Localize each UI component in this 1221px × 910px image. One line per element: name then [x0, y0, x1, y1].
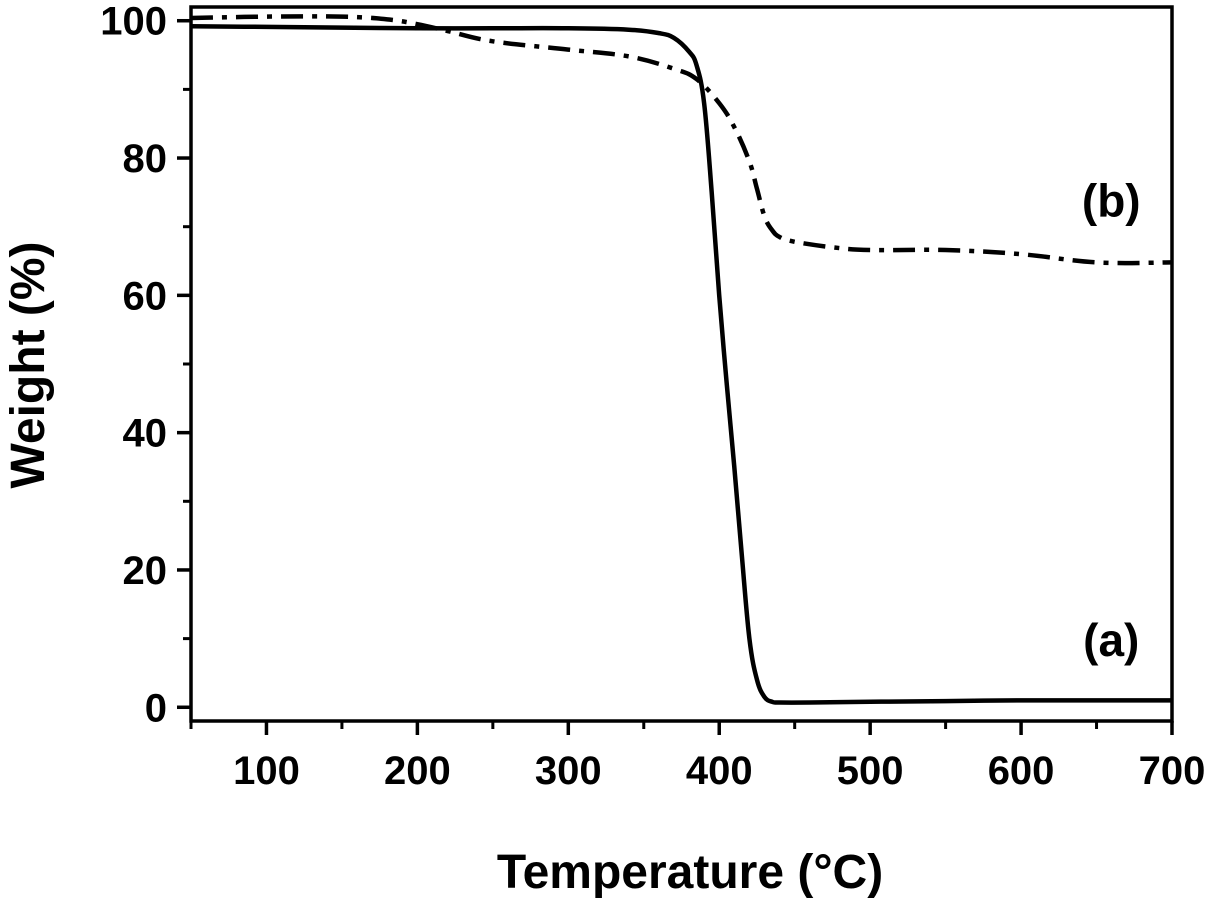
x-tick-label: 500 [837, 749, 904, 793]
y-tick-label: 80 [123, 137, 168, 181]
x-tick-label: 400 [686, 749, 753, 793]
curve-label-a: (a) [1083, 614, 1139, 666]
y-tick-label: 60 [123, 274, 168, 318]
series-layer [190, 14, 1173, 705]
y-tick-label: 0 [145, 686, 167, 730]
x-axis-title: Temperature (°C) [497, 846, 883, 899]
x-tick-label: 200 [384, 749, 451, 793]
x-tick-label: 100 [233, 749, 300, 793]
curve-label-b: (b) [1082, 174, 1141, 226]
plot-frame [189, 5, 1174, 723]
y-tick-label: 20 [123, 549, 168, 593]
labels-layer: 100 200 300 400 500 600 700 0 20 40 60 80 100 (a) (b) [100, 0, 1205, 793]
x-tick-label: 300 [535, 749, 602, 793]
y-tick-label: 100 [100, 0, 167, 44]
series-line-a [190, 23, 1172, 705]
y-axis-title: Weight (%) [2, 241, 55, 488]
series-line-b [190, 14, 1173, 266]
x-tick-label: 700 [1139, 749, 1206, 793]
x-tick-label: 600 [988, 749, 1055, 793]
y-tick-label: 40 [123, 412, 168, 456]
ticks-layer [177, 18, 1174, 735]
